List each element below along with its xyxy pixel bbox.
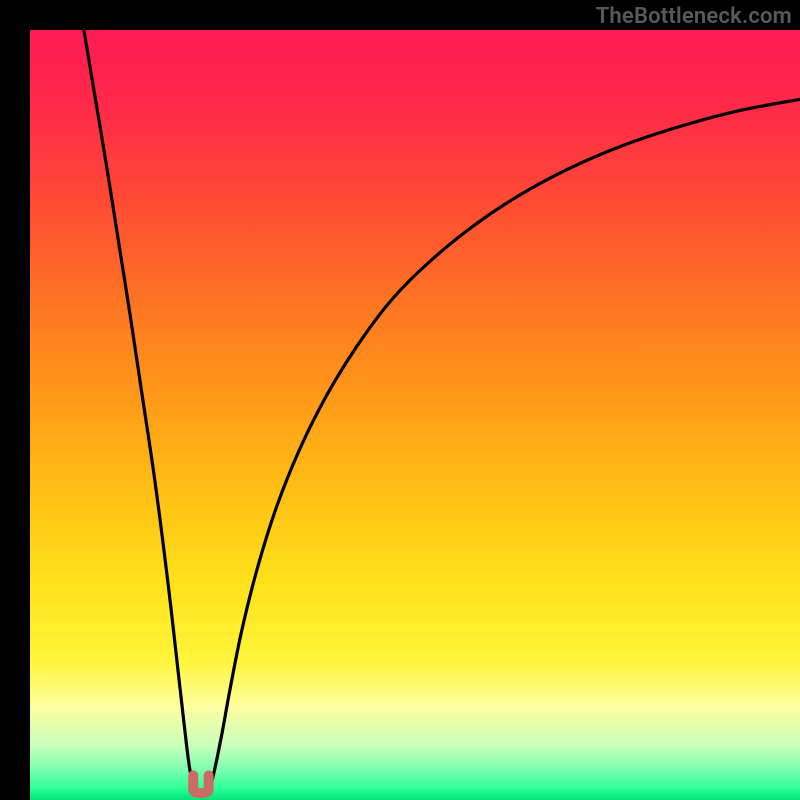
watermark-text: TheBottleneck.com: [596, 4, 792, 29]
bottleneck-chart: [30, 30, 800, 800]
plot-area: [30, 30, 800, 800]
chart-frame: TheBottleneck.com: [0, 0, 800, 800]
